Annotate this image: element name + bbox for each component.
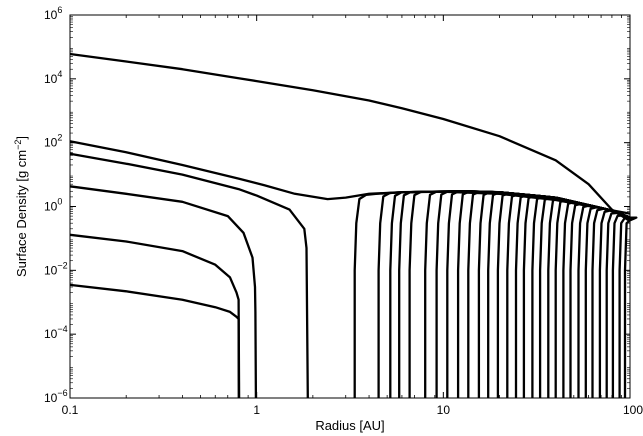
y-tick-label: 10−4: [44, 324, 68, 341]
x-tick-label: 100: [623, 403, 643, 417]
series-line-2: [69, 140, 631, 215]
series-line-1: [69, 52, 631, 223]
truncated-profile-19: [547, 197, 631, 398]
axes-frame: [69, 14, 631, 399]
x-tick-label: 10: [437, 403, 451, 417]
y-axis-title-close: ]: [14, 136, 29, 140]
x-tick-label: 1: [253, 403, 260, 417]
y-tick-label: 10−2: [44, 260, 68, 277]
x-tick-label: 0.1: [62, 403, 79, 417]
x-axis: 0.1 1 10 100: [62, 15, 643, 417]
y-axis-title-exponent: −2: [13, 140, 23, 150]
truncated-profile-30: [623, 216, 638, 398]
plot-area: [69, 14, 638, 399]
y-tick-label: 10−6: [44, 388, 68, 405]
y-axis: 10−6 10−4 10−2 100 102 104 106: [44, 5, 630, 405]
series-line-4: [69, 185, 258, 399]
truncated-profile-5: [408, 190, 631, 398]
series-line-5: [69, 233, 241, 399]
x-axis-title: Radius [AU]: [315, 418, 384, 433]
series-line-3: [69, 152, 309, 399]
y-axis-title-main: Surface Density [g cm: [14, 150, 29, 277]
y-tick-label: 102: [44, 133, 62, 150]
y-tick-label: 100: [44, 197, 62, 214]
truncated-profile-9: [456, 190, 631, 398]
y-tick-label: 106: [44, 5, 62, 22]
y-tick-label: 104: [44, 69, 62, 86]
y-axis-title: Surface Density [g cm−2]: [13, 136, 29, 277]
series-layer: [69, 52, 638, 399]
series-line-6: [69, 283, 240, 399]
truncated-profile-28: [611, 214, 631, 398]
